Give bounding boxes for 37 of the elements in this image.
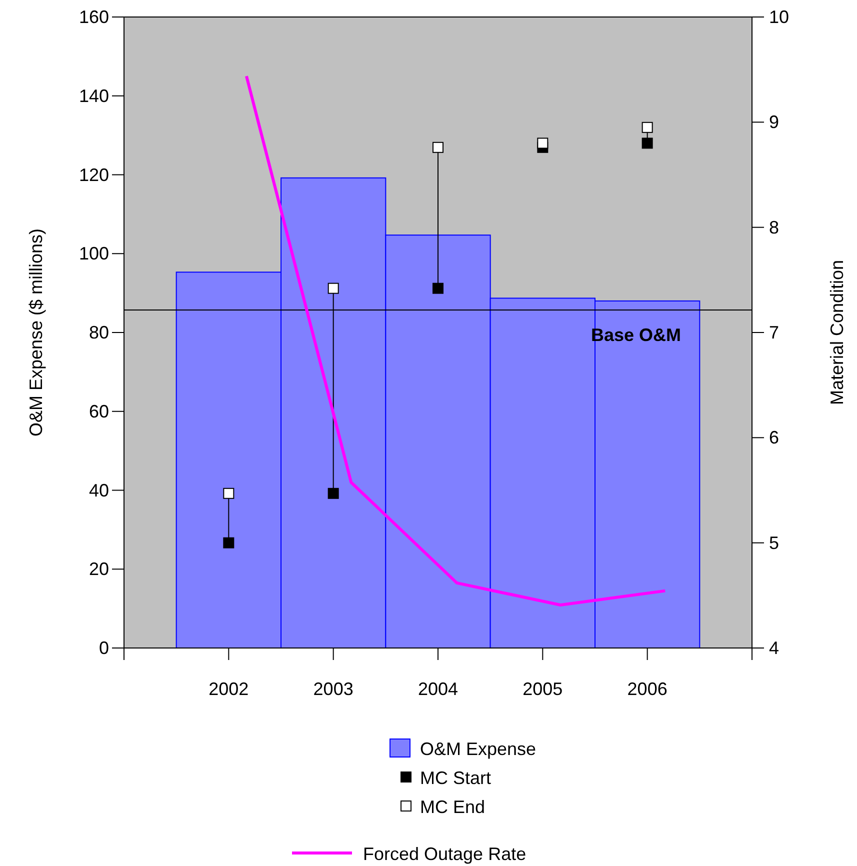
- y2-tick-label: 6: [769, 428, 780, 448]
- point: [432, 142, 444, 153]
- point: [537, 138, 548, 149]
- y2-axis-title: Material Condition: [827, 260, 847, 406]
- x-tick-label: 2005: [522, 679, 563, 699]
- legend-label: MC Start: [420, 768, 492, 788]
- y2-tick-label: 5: [769, 532, 780, 553]
- y-tick-label: 80: [88, 322, 109, 342]
- y2-tick-label: 9: [769, 112, 780, 132]
- y-tick-label: 0: [98, 638, 109, 658]
- point: [328, 282, 339, 294]
- x-tick-label: 2002: [208, 679, 249, 699]
- point: [432, 282, 444, 294]
- x-tick-label: 2006: [627, 679, 668, 699]
- legend-label: Forced Outage Rate: [363, 844, 526, 864]
- y2-tick-label: 4: [769, 638, 780, 658]
- point: [642, 138, 653, 149]
- y2-tick-label: 8: [769, 217, 780, 238]
- y-tick-label: 140: [78, 86, 109, 106]
- y-tick-label: 100: [78, 244, 109, 264]
- y-tick-label: 120: [78, 164, 109, 185]
- point: [223, 488, 234, 499]
- y2-tick-label: 10: [769, 7, 790, 27]
- y-tick-label: 160: [78, 7, 109, 27]
- y2-tick-label: 7: [769, 322, 780, 342]
- ref-line-label: Base O&M: [590, 325, 681, 346]
- y-tick-label: 20: [88, 559, 109, 580]
- point: [642, 122, 653, 133]
- y-tick-label: 60: [88, 401, 109, 422]
- y-tick-label: 40: [88, 480, 109, 500]
- x-tick-label: 2004: [418, 679, 458, 699]
- y-axis-title: O&M Expense ($ millions): [26, 228, 46, 437]
- x-tick-label: 2003: [313, 679, 354, 699]
- legend-label: O&M Expense: [420, 739, 536, 759]
- legend-label: MC End: [420, 797, 486, 817]
- point: [328, 488, 339, 499]
- point: [223, 537, 234, 548]
